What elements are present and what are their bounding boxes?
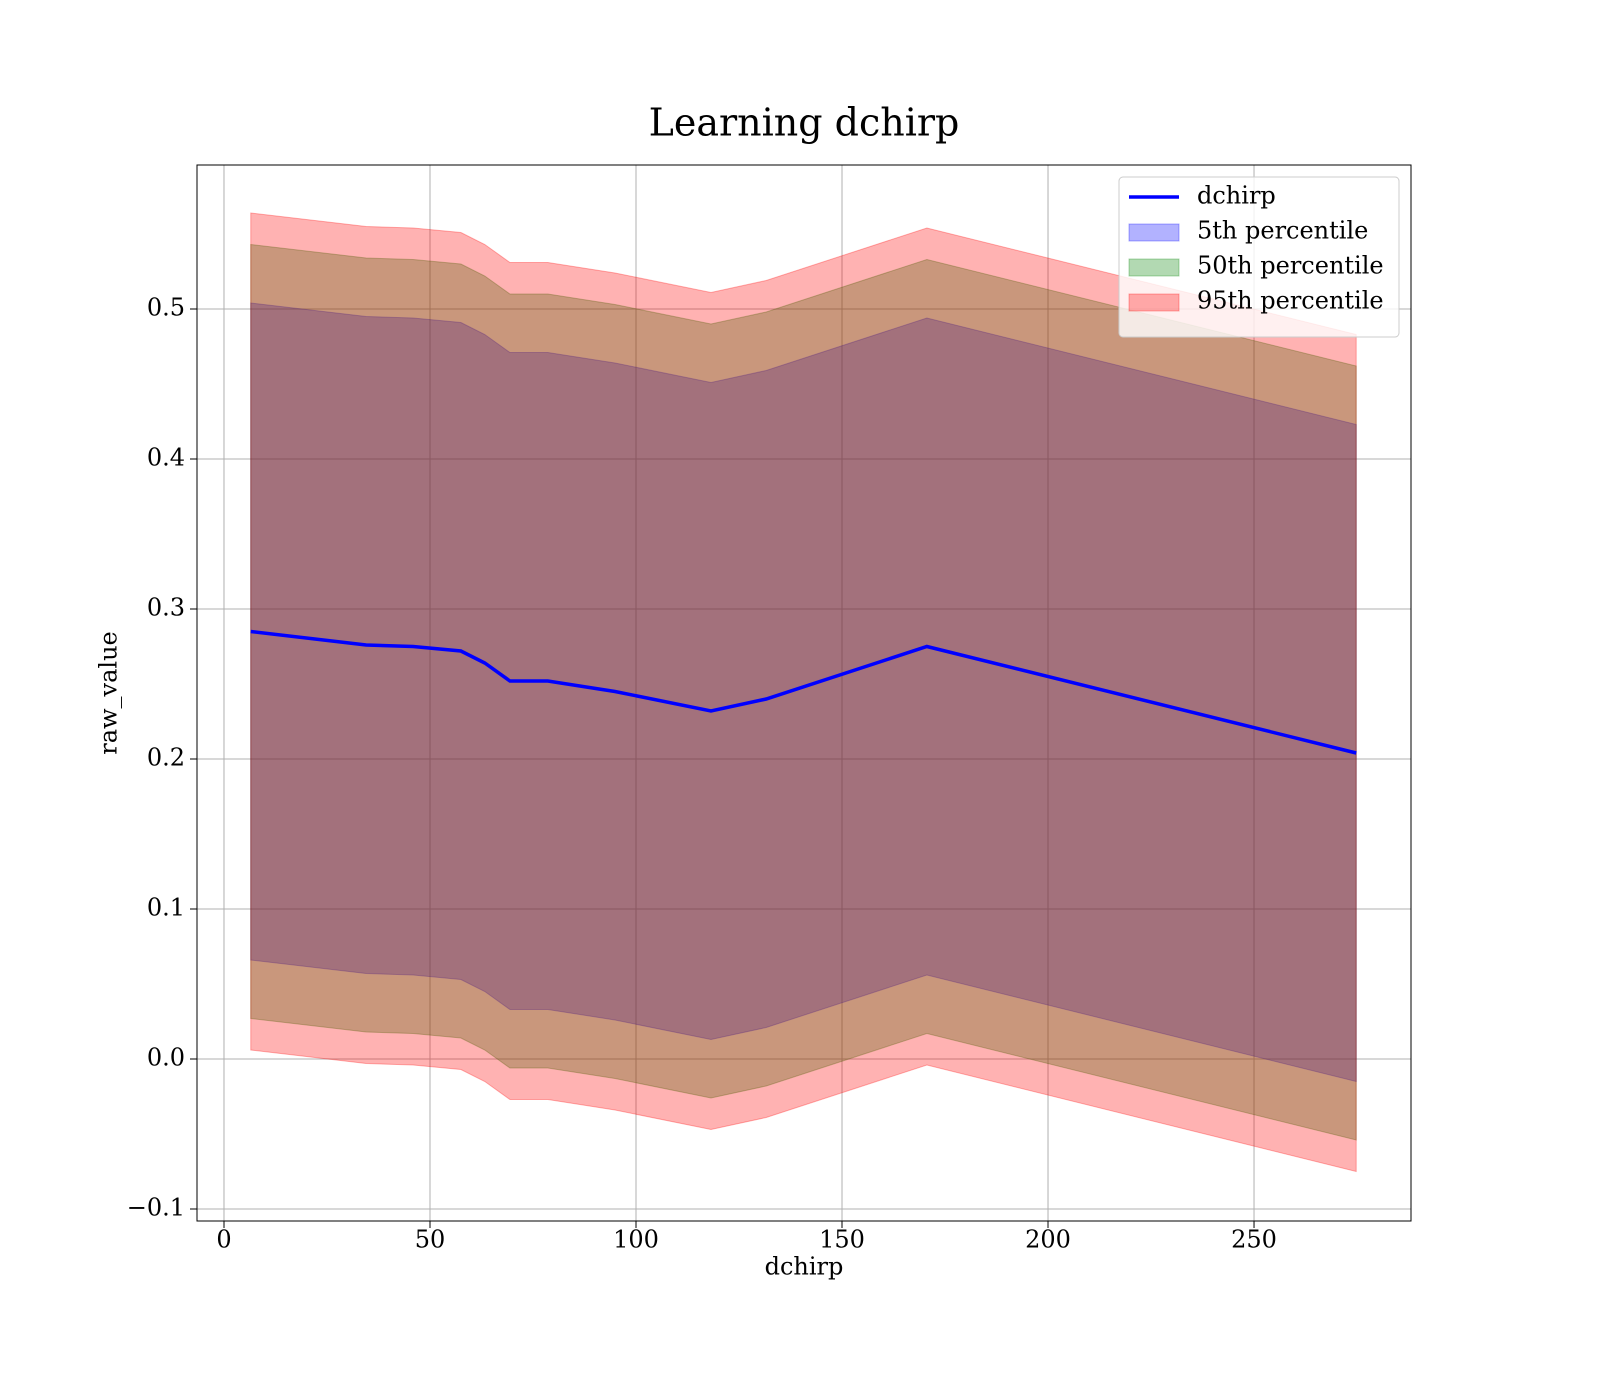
y-tick-label: 0.2 [147,744,185,772]
legend-box [1118,176,1400,338]
line [250,629,1357,755]
legend-label: dchirp [1197,182,1276,210]
x-tick-label: 250 [1231,1226,1277,1254]
legend-swatch [1128,258,1180,277]
y-tick-label: 0.1 [147,894,185,922]
x-tick-label: 200 [1025,1226,1071,1254]
x-axis-label: dchirp [765,1253,844,1281]
legend-label: 50th percentile [1197,252,1384,280]
y-axis-label: raw_value [95,631,123,755]
y-tick-label: 0.3 [147,594,185,622]
percentile-band [250,243,1357,1141]
legend-swatch [1128,293,1180,312]
legend-label: 5th percentile [1197,217,1368,245]
y-tick-label: 0.4 [147,444,185,472]
plot-frame [196,164,1412,1222]
percentile-band [250,302,1357,1083]
percentile-band [250,212,1357,1173]
legend-label: 95th percentile [1197,287,1384,315]
x-tick-label: 50 [415,1226,446,1254]
y-tick-label: 0.5 [147,294,185,322]
chart-title: Learning dchirp [649,101,960,145]
y-tick-label: 0.0 [147,1044,185,1072]
legend-swatch [1128,223,1180,242]
x-tick-label: 100 [613,1226,659,1254]
x-tick-label: 150 [819,1226,865,1254]
x-tick-label: 0 [216,1226,231,1254]
y-tick-label: −0.1 [127,1194,185,1222]
